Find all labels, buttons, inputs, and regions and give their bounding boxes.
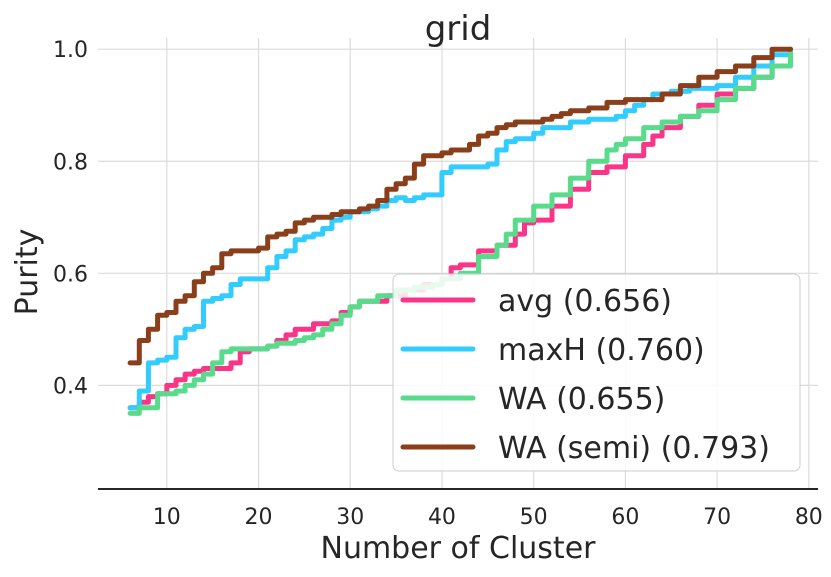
- y-tick-label: 0.8: [53, 150, 88, 175]
- x-axis-label: Number of Cluster: [321, 531, 597, 566]
- x-tick-label: 40: [428, 505, 456, 530]
- chart-title: grid: [425, 9, 492, 49]
- legend-label-1: avg (0.656): [498, 284, 672, 319]
- legend-label-3: WA (0.655): [498, 382, 665, 417]
- series-line-4: [127, 46, 793, 366]
- y-axis-label: Purity: [10, 229, 45, 316]
- x-tick-label: 10: [153, 505, 181, 530]
- series-line-2: [127, 46, 793, 411]
- y-tick-label: 1.0: [53, 38, 88, 63]
- legend-box: [392, 273, 801, 472]
- x-tick-label: 50: [520, 505, 548, 530]
- legend-label-4: WA (semi) (0.793): [498, 431, 770, 466]
- x-tick-label: 70: [703, 505, 731, 530]
- legend-label-2: maxH (0.760): [498, 333, 705, 368]
- x-tick-label: 60: [611, 505, 639, 530]
- x-tick-label: 30: [336, 505, 364, 530]
- x-tick-label: 80: [795, 505, 823, 530]
- y-tick-label: 0.4: [53, 374, 88, 399]
- x-tick-labels: 10 20 30 40 50 60 70 80: [153, 505, 823, 530]
- legend: avg (0.656) maxH (0.760) WA (0.655) WA (sem…: [392, 273, 801, 472]
- y-tick-labels: 0.4 0.6 0.8 1.0: [53, 38, 88, 399]
- y-tick-label: 0.6: [53, 262, 88, 287]
- x-tick-label: 20: [245, 505, 273, 530]
